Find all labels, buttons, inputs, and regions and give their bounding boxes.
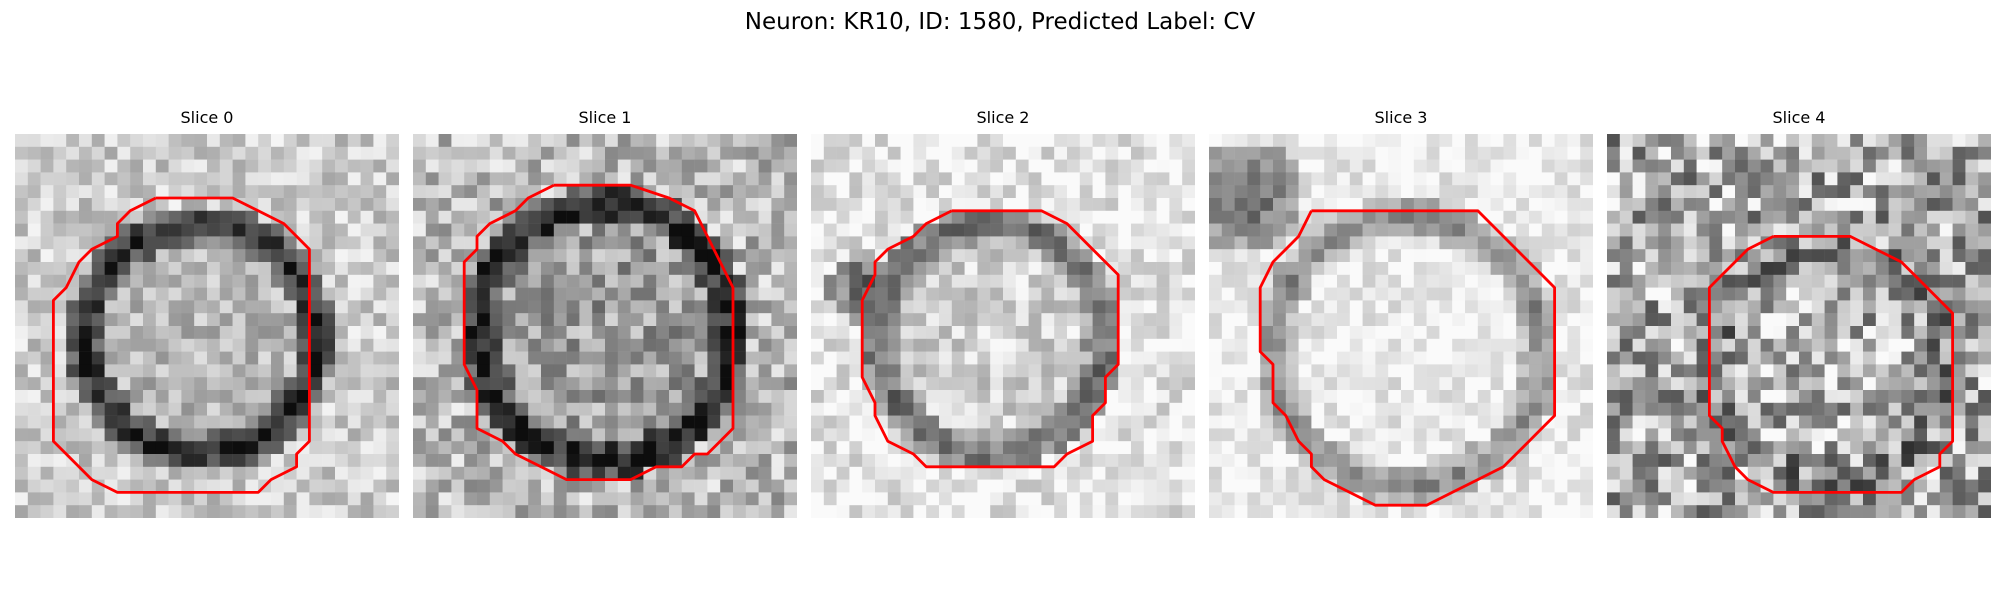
slice-image-3 xyxy=(1209,134,1593,518)
slice-image-0 xyxy=(15,134,399,518)
slice-title-2: Slice 2 xyxy=(976,108,1030,127)
slice-panel-4: Slice 4 xyxy=(1607,106,1991,518)
segmentation-contour-4 xyxy=(1707,234,1955,494)
slice-panel-2: Slice 2 xyxy=(811,106,1195,518)
slice-title-4: Slice 4 xyxy=(1772,108,1826,127)
slice-image-1 xyxy=(413,134,797,518)
slice-pixels-2 xyxy=(811,134,1195,518)
slice-panel-0: Slice 0 xyxy=(15,106,399,518)
segmentation-contour-0 xyxy=(51,196,311,494)
slice-image-4 xyxy=(1607,134,1991,518)
slice-panel-1: Slice 1 xyxy=(413,106,797,518)
slice-panel-3: Slice 3 xyxy=(1209,106,1593,518)
segmentation-contour-1 xyxy=(462,183,735,482)
slice-title-0: Slice 0 xyxy=(180,108,234,127)
segmentation-contour-2 xyxy=(860,209,1120,469)
slice-title-3: Slice 3 xyxy=(1374,108,1428,127)
slice-pixels-3 xyxy=(1209,134,1593,518)
slice-pixels-1 xyxy=(413,134,797,518)
slice-pixels-0 xyxy=(15,134,399,518)
figure-title: Neuron: KR10, ID: 1580, Predicted Label:… xyxy=(744,9,1256,35)
segmentation-contour-3 xyxy=(1258,209,1557,507)
slice-pixels-4 xyxy=(1607,134,1991,518)
slice-image-2 xyxy=(811,134,1195,518)
slice-title-1: Slice 1 xyxy=(578,108,632,127)
